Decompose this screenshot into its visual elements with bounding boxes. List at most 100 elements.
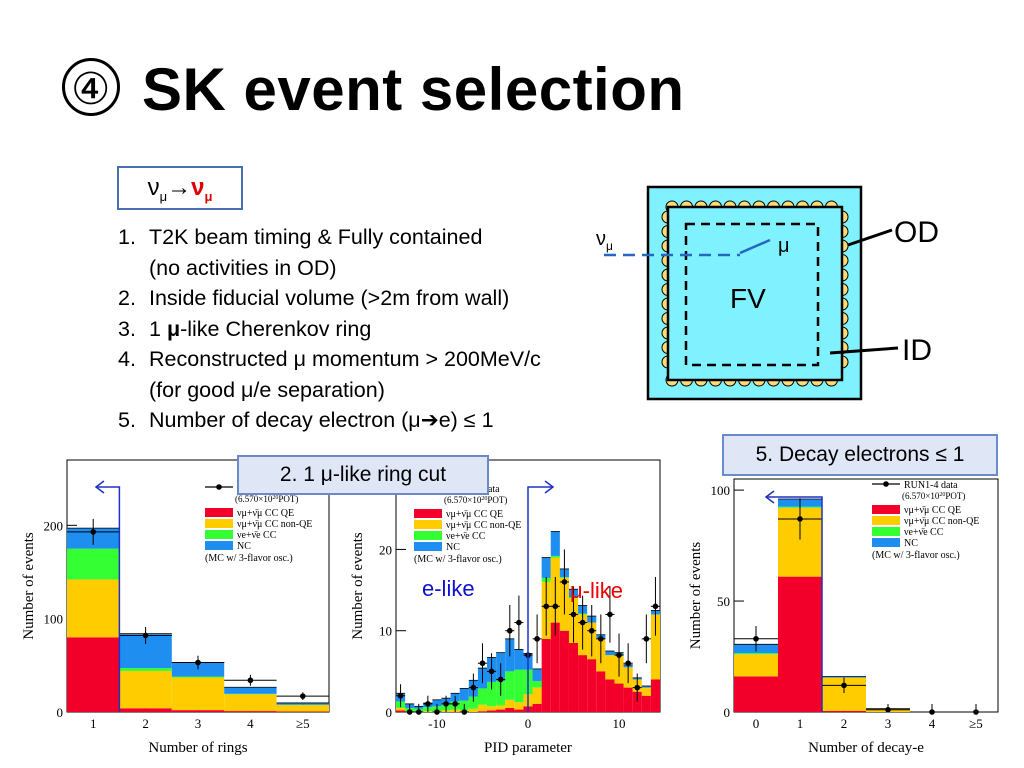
- cut-arrow-icon: [544, 480, 555, 494]
- stacked-bar-segment: [514, 709, 524, 712]
- x-tick-label: 2: [841, 716, 848, 731]
- stacked-bar-segment: [505, 671, 515, 700]
- criterion-4: 4. Reconstructed μ momentum > 200MeV/c (fo…: [118, 344, 541, 405]
- legend-entry-label: νμ+ν̄μ CC QE: [904, 505, 961, 516]
- data-point: [516, 619, 522, 626]
- criterion-number: 1.: [118, 225, 136, 249]
- data-point: [652, 603, 659, 610]
- stacked-bar-segment: [487, 710, 497, 712]
- data-point: [497, 676, 504, 683]
- selection-criteria-list: 1. T2K beam timing & Fully contained (no a…: [118, 222, 541, 436]
- y-tick-label: 10: [379, 624, 392, 639]
- x-tick-label: 1: [90, 716, 97, 731]
- nu-symbol: ν: [147, 174, 160, 201]
- y-tick-label: 50: [717, 594, 730, 609]
- legend-note: (MC w/ 3-flavor osc.): [205, 553, 293, 564]
- stacked-bar-segment: [487, 681, 497, 707]
- data-point: [470, 684, 477, 691]
- plot-number-of-decay-e: 0 50 100 0 1 2 3 4 ≥5 Number of decay-e Number of …: [688, 478, 999, 756]
- stacked-bar-segment: [171, 677, 225, 711]
- data-point: [634, 684, 641, 691]
- criterion-text: Reconstructed μ momentum > 200MeV/c: [149, 347, 541, 371]
- legend-swatch: [205, 541, 233, 550]
- criterion-number: 3.: [118, 316, 136, 341]
- stacked-bar-segment: [578, 655, 588, 712]
- legend-pot-label: (6.570×1020POT): [444, 495, 507, 505]
- x-axis-label: Number of rings: [148, 740, 247, 756]
- criterion-continuation: (for good μ/e separation): [149, 377, 385, 402]
- cut-arrow-icon: [764, 490, 775, 504]
- legend-entry-label: νμ+ν̄μ CC non-QE: [446, 520, 521, 531]
- data-point: [142, 632, 149, 639]
- data-point: [300, 693, 306, 699]
- stacked-bar-segment: [514, 669, 524, 703]
- data-point: [570, 611, 577, 618]
- stacked-bar-segment: [650, 614, 660, 680]
- criterion-continuation: (no activities in OD): [149, 255, 337, 280]
- stacked-bar-segment: [496, 709, 506, 712]
- legend-data-dot: [883, 481, 889, 487]
- x-tick-label: 10: [613, 716, 626, 731]
- x-axis-label: Number of decay-e: [808, 740, 924, 756]
- stacked-bar-segment: [550, 555, 560, 558]
- cut-line: [97, 486, 121, 712]
- y-tick-label: 0: [386, 705, 393, 720]
- criterion-number: 4.: [118, 347, 136, 371]
- legend-entry-label: νμ+ν̄μ CC QE: [446, 509, 503, 520]
- x-tick-label: 4: [247, 716, 254, 731]
- data-point: [434, 709, 440, 715]
- stacked-bar-segment: [568, 642, 579, 712]
- stacked-bar-segment: [532, 668, 542, 682]
- y-axis-label: Number of events: [350, 532, 366, 640]
- data-point: [643, 636, 650, 642]
- data-point: [841, 682, 847, 689]
- legend-entry-label: νe+ν̄e CC: [446, 531, 486, 542]
- data-point: [247, 677, 254, 684]
- data-point: [579, 619, 586, 626]
- criterion-text: Number of decay electron (μ➔e) ≤ 1: [149, 408, 494, 432]
- stacked-bar-segment: [641, 685, 651, 688]
- od-pointer: [847, 228, 893, 247]
- data-point: [625, 660, 631, 667]
- data-point: [552, 603, 559, 610]
- legend-swatch: [205, 508, 233, 517]
- legend-swatch: [872, 505, 900, 514]
- stacked-bar-segment: [778, 576, 822, 712]
- legend-data-dot: [216, 484, 222, 490]
- stacked-bar-segment: [487, 706, 497, 711]
- legend-swatch: [205, 519, 233, 528]
- criterion-bold-mu: μ: [166, 316, 181, 341]
- legend-pot-label: (6.570×1020POT): [902, 491, 965, 501]
- stacked-bar-segment: [67, 579, 120, 638]
- stacked-bar-segment: [459, 688, 469, 701]
- stacked-bar-segment: [119, 670, 172, 709]
- stacked-bar-segment: [822, 710, 866, 712]
- y-tick-label: 100: [711, 483, 731, 498]
- stacked-bar-segment: [119, 668, 172, 671]
- stacked-bar-segment: [67, 548, 120, 580]
- od-label: OD: [894, 216, 939, 249]
- legend-swatch: [872, 538, 900, 547]
- legend-entry-label: NC: [446, 542, 460, 553]
- stacked-bar-segment: [734, 654, 778, 677]
- x-tick-label: 3: [885, 716, 892, 731]
- stacked-bar-segment: [171, 662, 225, 677]
- data-point: [607, 611, 613, 618]
- legend-swatch: [205, 530, 233, 539]
- data-point: [443, 701, 449, 707]
- data-point: [488, 668, 495, 675]
- stacked-bar-segment: [514, 649, 524, 670]
- data-point: [397, 692, 404, 699]
- nu-subscript: μ: [159, 188, 168, 204]
- legend-data-label: RUN1-4 data: [904, 480, 958, 491]
- stacked-bar-segment: [224, 711, 277, 712]
- x-axis-label: PID parameter: [484, 740, 572, 756]
- criterion-5: 5. Number of decay electron (μ➔e) ≤ 1: [118, 405, 541, 436]
- data-point: [929, 709, 935, 715]
- x-tick-label: ≥5: [296, 716, 310, 731]
- id-label: ID: [902, 334, 932, 367]
- stacked-bar-segment: [587, 659, 597, 712]
- stacked-bar-segment: [276, 705, 329, 712]
- x-tick-label: 2: [142, 716, 149, 731]
- slide-title: ④ SK event selection: [62, 55, 685, 124]
